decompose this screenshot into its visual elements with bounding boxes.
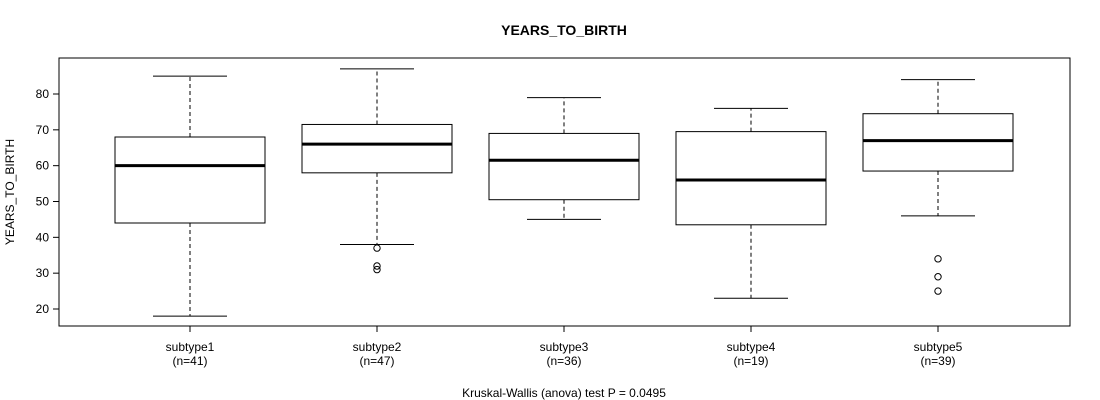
x-category-label: subtype2	[353, 340, 402, 354]
box-group	[114, 68, 1014, 317]
box-subtype5	[862, 79, 1014, 295]
y-tick-label: 70	[36, 123, 50, 137]
x-category-count: (n=19)	[733, 354, 768, 368]
y-tick-label: 20	[36, 302, 50, 316]
y-tick-label: 30	[36, 266, 50, 280]
box-subtype3	[488, 97, 640, 220]
outlier-point	[934, 273, 942, 281]
outlier-point	[373, 244, 381, 252]
x-category-label: subtype5	[914, 340, 963, 354]
box-subtype4	[675, 107, 827, 299]
x-category-label: subtype1	[166, 340, 215, 354]
box-subtype1	[114, 75, 266, 317]
outlier-point	[373, 262, 381, 270]
iqr-box	[675, 131, 827, 226]
x-category-count: (n=47)	[359, 354, 394, 368]
y-tick-label: 60	[36, 159, 50, 173]
x-axis-categories: subtype1(n=41)subtype2(n=47)subtype3(n=3…	[166, 325, 963, 368]
box-subtype2	[301, 68, 453, 274]
x-category-count: (n=39)	[920, 354, 955, 368]
outlier-point	[934, 287, 942, 295]
x-category-label: subtype4	[727, 340, 776, 354]
iqr-box	[862, 113, 1014, 172]
x-category-count: (n=36)	[546, 354, 581, 368]
iqr-box	[114, 136, 266, 224]
chart-title: YEARS_TO_BIRTH	[501, 22, 627, 38]
y-axis-label: YEARS_TO_BIRTH	[3, 139, 17, 245]
x-category-count: (n=41)	[172, 354, 207, 368]
outlier-point	[934, 255, 942, 263]
y-tick-label: 80	[36, 87, 50, 101]
outlier-point	[373, 265, 381, 274]
x-category-label: subtype3	[540, 340, 589, 354]
x-axis-label: Kruskal-Wallis (anova) test P = 0.0495	[462, 386, 666, 400]
iqr-box	[488, 132, 640, 201]
y-axis: 20 30 40 50 60 70 80	[36, 87, 60, 316]
y-tick-label: 40	[36, 230, 50, 244]
iqr-box	[301, 123, 453, 174]
y-tick-label: 50	[36, 195, 50, 209]
